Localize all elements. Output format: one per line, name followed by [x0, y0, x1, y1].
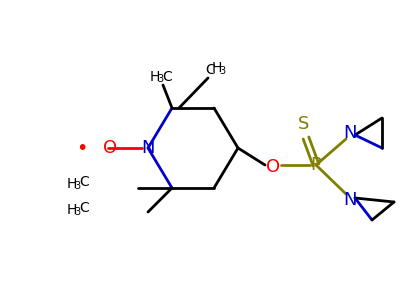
Text: C: C [205, 63, 215, 77]
Text: C: C [79, 201, 89, 215]
Text: H: H [212, 61, 222, 75]
Text: N: N [343, 191, 357, 209]
Text: O: O [103, 139, 117, 157]
Text: C: C [79, 175, 89, 189]
Text: 3: 3 [74, 207, 80, 217]
Text: O: O [266, 158, 280, 176]
Text: S: S [298, 115, 310, 133]
Text: H: H [150, 70, 160, 84]
Text: •: • [76, 139, 88, 158]
Text: H: H [67, 203, 77, 217]
Text: N: N [141, 139, 155, 157]
Text: 3: 3 [219, 66, 225, 76]
Text: P: P [310, 156, 322, 174]
Text: N: N [343, 124, 357, 142]
Text: C: C [162, 70, 172, 84]
Text: 3: 3 [157, 74, 163, 84]
Text: 3: 3 [74, 181, 80, 191]
Text: H: H [67, 177, 77, 191]
